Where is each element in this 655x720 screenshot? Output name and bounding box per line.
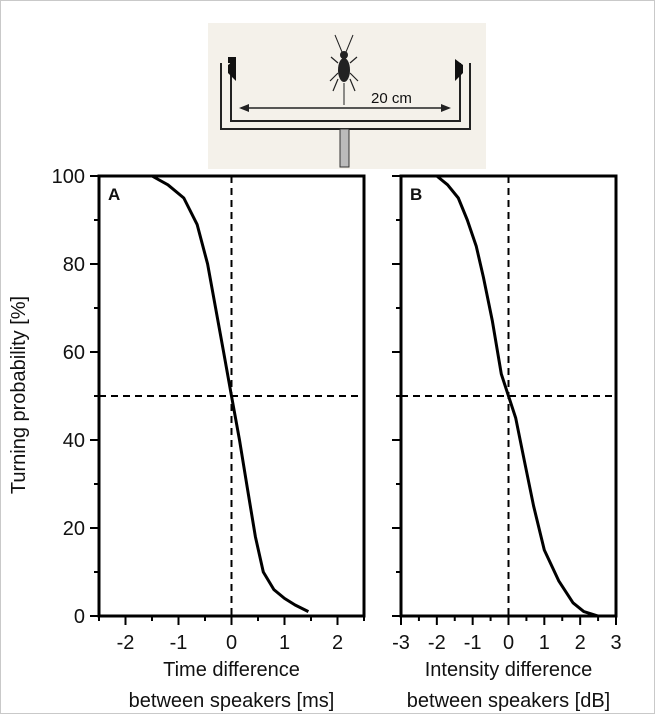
y-tick-label: 80 xyxy=(63,254,85,276)
panel-a-label: A xyxy=(108,185,120,204)
x-tick-label: 3 xyxy=(610,632,621,654)
y-tick-label: 20 xyxy=(63,518,85,540)
x-tick-label: -3 xyxy=(392,632,410,654)
panel-a: 0 20 40 60 80 100 -2 -1 0 1 2 A Time difference b… xyxy=(52,166,366,712)
panel-a-x-axis: -2 -1 0 1 2 xyxy=(98,616,365,654)
panel-a-x-axis-title-line1: Time difference xyxy=(163,659,300,681)
scale-label: 20 cm xyxy=(371,90,412,107)
y-axis-title: Turning probability [%] xyxy=(8,296,30,494)
x-tick-label: 2 xyxy=(332,632,343,654)
panel-b-x-axis-title-line2: between speakers [dB] xyxy=(407,690,610,712)
panel-b: -3 -2 -1 0 1 2 3 B Intensity difference betwee… xyxy=(392,174,622,712)
panel-a-y-axis: 0 20 40 60 80 100 xyxy=(52,166,99,628)
x-tick-label: 1 xyxy=(539,632,550,654)
y-tick-label: 40 xyxy=(63,430,85,452)
y-tick-label: 0 xyxy=(74,606,85,628)
panel-b-plot-frame xyxy=(399,174,618,618)
left-speaker-icon xyxy=(228,59,236,81)
x-tick-label: 0 xyxy=(503,632,514,654)
scale-arrow-left-head xyxy=(239,104,249,112)
y-tick-label: 60 xyxy=(63,342,85,364)
arena-inner-wall xyxy=(230,63,461,122)
panel-a-plot-frame xyxy=(97,174,366,618)
x-tick-label: -2 xyxy=(117,632,135,654)
scale-arrow-right-head xyxy=(441,104,451,112)
turning-probability-curve xyxy=(151,174,310,613)
x-tick-label: -2 xyxy=(428,632,446,654)
y-tick-label: 100 xyxy=(52,166,85,188)
x-tick-label: 1 xyxy=(279,632,290,654)
x-tick-label: 0 xyxy=(226,632,237,654)
right-speaker-icon xyxy=(455,59,463,81)
turning-probability-curve xyxy=(435,174,599,618)
panel-b-x-axis-title-line1: Intensity difference xyxy=(425,659,593,681)
panel-b-series xyxy=(435,174,599,618)
arena-stand xyxy=(339,128,350,168)
panel-b-label: B xyxy=(410,185,422,204)
x-tick-label: 2 xyxy=(575,632,586,654)
panel-a-series xyxy=(151,174,310,613)
cricket-icon xyxy=(329,34,359,105)
x-tick-label: -1 xyxy=(170,632,188,654)
arena-schematic: 20 cm xyxy=(208,23,486,169)
panel-a-x-axis-title-line2: between speakers [ms] xyxy=(129,690,335,712)
x-tick-label: -1 xyxy=(464,632,482,654)
panel-b-x-axis: -3 -2 -1 0 1 2 3 xyxy=(392,616,622,654)
